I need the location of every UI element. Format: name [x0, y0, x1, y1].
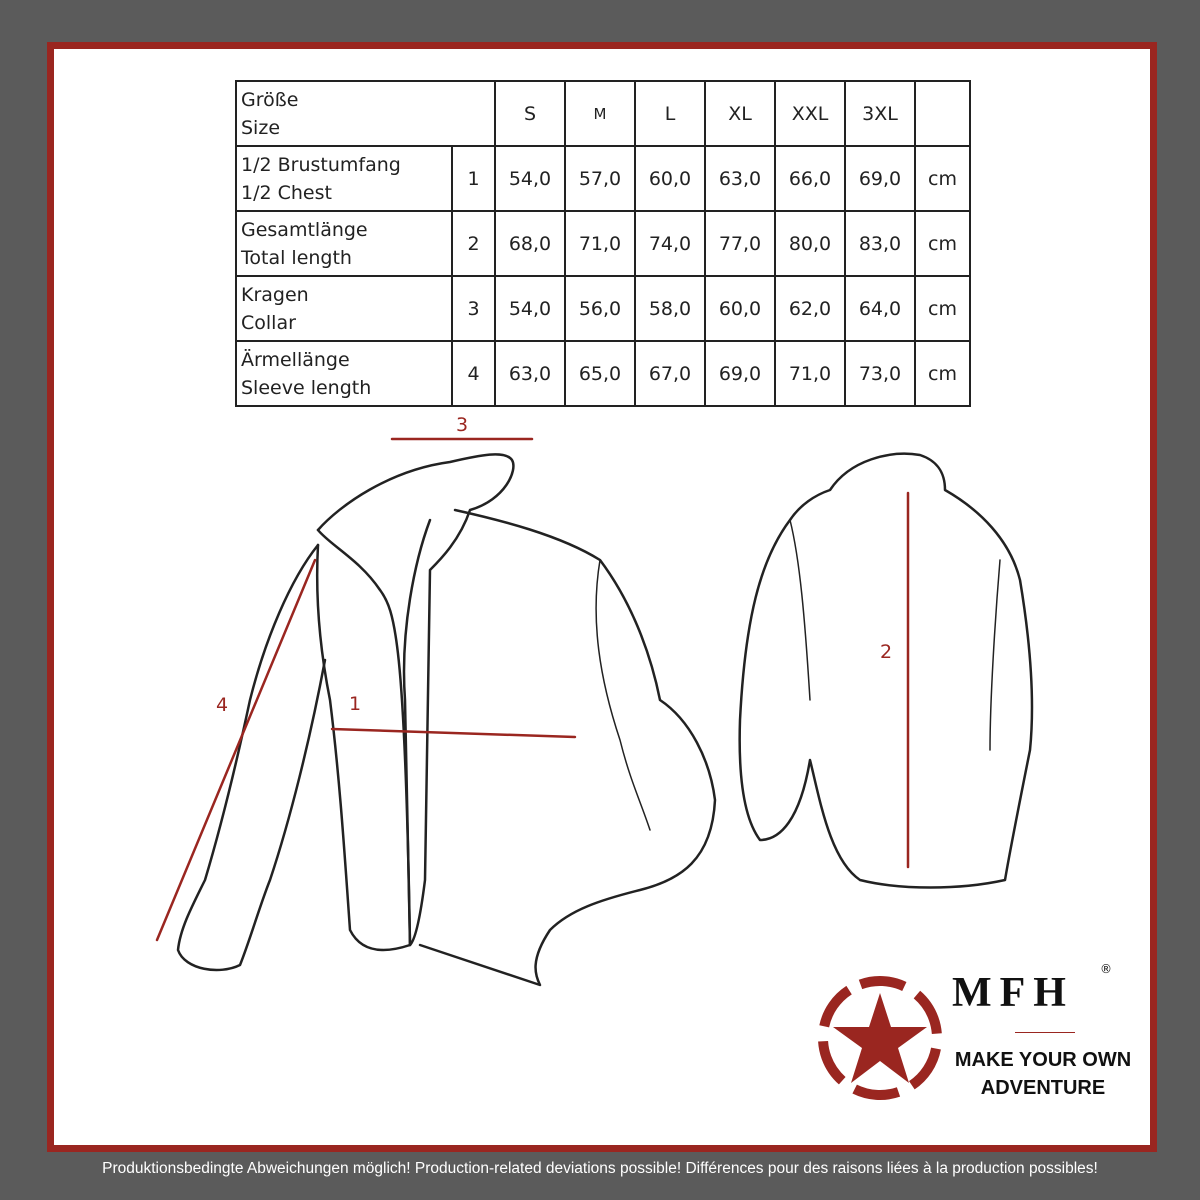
header-label: Größe Size [235, 80, 496, 147]
label-de: Gesamtlänge [241, 218, 368, 241]
table-cell: 66,0 [774, 145, 846, 212]
table-row: Ärmellänge Sleeve length 4 63,0 65,0 67,0 69,0… [235, 340, 971, 407]
size-header: 3XL [844, 80, 916, 147]
table-cell: 63,0 [494, 340, 566, 407]
table-cell: 65,0 [564, 340, 636, 407]
collar-label: 3 [456, 414, 469, 436]
sleeve-label: 4 [216, 694, 229, 716]
unit-cell: cm [914, 340, 971, 407]
measure-number: 3 [451, 275, 496, 342]
registered-mark: ® [1100, 962, 1112, 976]
size-header: M [564, 80, 636, 147]
label-de: 1/2 Brustumfang [241, 153, 401, 176]
table-cell: 63,0 [704, 145, 776, 212]
table-cell: 69,0 [704, 340, 776, 407]
chest-label: 1 [349, 693, 362, 715]
unit-cell: cm [914, 210, 971, 277]
table-cell: 68,0 [494, 210, 566, 277]
table-cell: 80,0 [774, 210, 846, 277]
unit-cell: cm [914, 145, 971, 212]
row-label: Ärmellänge Sleeve length [235, 340, 453, 407]
table-cell: 71,0 [774, 340, 846, 407]
sleeve-measure-line [155, 558, 317, 942]
slogan-line-1: MAKE YOUR OWN [954, 1049, 1132, 1071]
jacket-front [176, 453, 717, 987]
size-header: S [494, 80, 566, 147]
slogan: MAKE YOUR OWN ADVENTURE [935, 1046, 1151, 1102]
jacket-back [738, 452, 1034, 889]
table-cell: 69,0 [844, 145, 916, 212]
table-row: Kragen Collar 3 54,0 56,0 58,0 60,0 62,0 64,0 cm [235, 275, 971, 342]
table-cell: 77,0 [704, 210, 776, 277]
size-header: L [634, 80, 706, 147]
table-cell: 60,0 [634, 145, 706, 212]
table-row: Gesamtlänge Total length 2 68,0 71,0 74,0 77,0… [235, 210, 971, 277]
table-cell: 54,0 [494, 275, 566, 342]
table-cell: 54,0 [494, 145, 566, 212]
star-in-circle-icon [818, 976, 942, 1100]
slogan-line-2: ADVENTURE [980, 1077, 1106, 1099]
table-row: 1/2 Brustumfang 1/2 Chest 1 54,0 57,0 60,0 63,… [235, 145, 971, 212]
measure-number: 1 [451, 145, 496, 212]
label-de: Größe [241, 88, 299, 111]
unit-cell: cm [914, 275, 971, 342]
row-label: Gesamtlänge Total length [235, 210, 453, 277]
label-de: Ärmellänge [241, 348, 350, 371]
chest-measure-line [330, 727, 577, 739]
table-cell: 62,0 [774, 275, 846, 342]
table-cell: 56,0 [564, 275, 636, 342]
table-cell: 73,0 [844, 340, 916, 407]
unit-header [914, 80, 971, 147]
footer-disclaimer: Produktionsbedingte Abweichungen möglich… [102, 1160, 1098, 1177]
label-en: Size [241, 116, 281, 139]
table-cell: 60,0 [704, 275, 776, 342]
table-cell: 64,0 [844, 275, 916, 342]
table-cell: 58,0 [634, 275, 706, 342]
brand-logo: MFH [952, 970, 1074, 1016]
table-cell: 83,0 [844, 210, 916, 277]
label-de: Kragen [241, 283, 309, 306]
size-header: XL [704, 80, 776, 147]
size-table: Größe Size S M L XL XXL 3XL 1/2 Brustumfa… [235, 80, 971, 407]
measure-number: 2 [451, 210, 496, 277]
size-header: XXL [774, 80, 846, 147]
table-cell: 74,0 [634, 210, 706, 277]
label-en: Sleeve length [241, 376, 372, 399]
table-cell: 67,0 [634, 340, 706, 407]
row-label: 1/2 Brustumfang 1/2 Chest [235, 145, 453, 212]
length-label: 2 [880, 641, 893, 663]
row-label: Kragen Collar [235, 275, 453, 342]
table-cell: 71,0 [564, 210, 636, 277]
label-en: Total length [241, 246, 352, 269]
table-cell: 57,0 [564, 145, 636, 212]
table-header-row: Größe Size S M L XL XXL 3XL [235, 80, 971, 147]
label-en: Collar [241, 311, 296, 334]
logo-divider [1015, 1032, 1075, 1033]
measurement-lines [155, 437, 910, 942]
label-en: 1/2 Chest [241, 181, 332, 204]
measure-number: 4 [451, 340, 496, 407]
